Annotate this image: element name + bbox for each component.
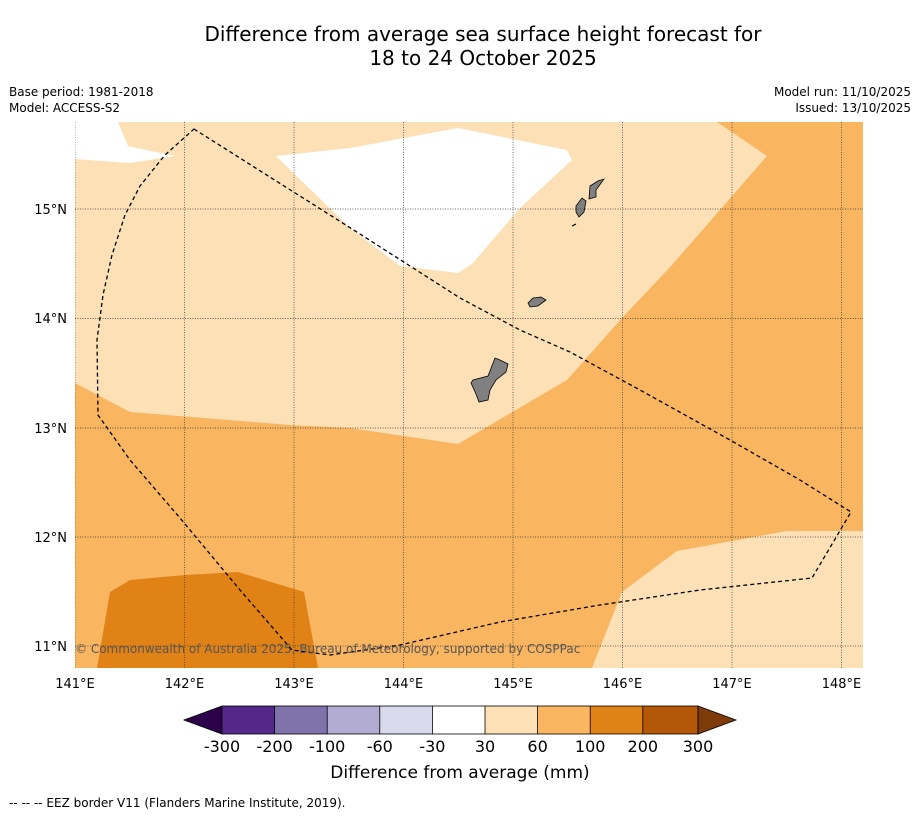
colorbar: -300 -200 -100 -60 -30 30 60 100 200 300… bbox=[182, 705, 738, 783]
island-rota bbox=[527, 296, 547, 308]
lat-labels: 15°N 14°N 13°N 12°N 11°N bbox=[34, 203, 67, 655]
band-neutral-west bbox=[75, 122, 175, 163]
colorbar-tick: -30 bbox=[419, 737, 445, 756]
colorbar-label: Difference from average (mm) bbox=[330, 763, 589, 783]
colorbar-max-extend bbox=[697, 705, 738, 735]
band-100-200-southwest bbox=[97, 572, 318, 668]
copyright-text: © Commonwealth of Australia 2025, Bureau… bbox=[75, 642, 580, 656]
colorbar-segment bbox=[642, 706, 698, 734]
colorbar-tick: 300 bbox=[683, 737, 714, 756]
colorbar-segment bbox=[222, 706, 275, 734]
colorbar-tick: -300 bbox=[204, 737, 240, 756]
colorbar-min-extend bbox=[182, 705, 223, 735]
meta-right: Model run: 11/10/2025 Issued: 13/10/2025 bbox=[774, 84, 911, 116]
colorbar-tick: 60 bbox=[527, 737, 547, 756]
colorbar-segment bbox=[327, 706, 380, 734]
lon-label: 145°E bbox=[493, 677, 533, 692]
colorbar-segment bbox=[485, 706, 538, 734]
eez-border bbox=[96, 128, 852, 656]
title-line-2: 18 to 24 October 2025 bbox=[369, 46, 597, 70]
lon-label: 147°E bbox=[712, 677, 752, 692]
colorbar-tick: 200 bbox=[628, 737, 659, 756]
base-period: Base period: 1981-2018 bbox=[9, 85, 154, 99]
lon-label: 143°E bbox=[274, 677, 314, 692]
model-name: Model: ACCESS-S2 bbox=[9, 101, 121, 115]
colorbar-tick: -100 bbox=[309, 737, 345, 756]
band-neutral-center bbox=[276, 128, 572, 273]
colorbar-segment bbox=[537, 706, 591, 734]
lat-label: 14°N bbox=[34, 312, 67, 327]
colorbar-segment bbox=[274, 706, 328, 734]
island-saipan bbox=[588, 178, 606, 200]
meta-left: Base period: 1981-2018 Model: ACCESS-S2 bbox=[9, 84, 154, 116]
island-tinian bbox=[575, 197, 587, 218]
lat-label: 12°N bbox=[34, 531, 67, 546]
colorbar-dividers bbox=[274, 706, 644, 734]
lon-labels: 141°E 142°E 143°E 144°E 145°E 146°E 147°… bbox=[55, 677, 861, 692]
colorbar-ticks: -300 -200 -100 -60 -30 30 60 100 200 300 bbox=[204, 737, 713, 756]
band-30-60-north bbox=[75, 122, 767, 444]
lon-label: 142°E bbox=[165, 677, 205, 692]
colorbar-segment bbox=[590, 706, 643, 734]
lat-label: 13°N bbox=[34, 422, 67, 437]
map-title: Difference from average sea surface heig… bbox=[0, 22, 919, 70]
model-run: Model run: 11/10/2025 bbox=[773, 85, 911, 99]
island-guam bbox=[470, 357, 509, 403]
colorbar-tick: 100 bbox=[575, 737, 606, 756]
graticule bbox=[75, 122, 863, 668]
colorbar-segment bbox=[432, 706, 485, 734]
lon-label: 148°E bbox=[822, 677, 862, 692]
band-30-60-southeast bbox=[592, 531, 863, 668]
eez-footnote: -- -- -- EEZ border V11 (Flanders Marine… bbox=[9, 796, 346, 810]
colorbar-tick: -200 bbox=[256, 737, 292, 756]
lon-label: 144°E bbox=[384, 677, 424, 692]
lat-label: 15°N bbox=[34, 203, 67, 218]
colorbar-frame bbox=[221, 705, 699, 735]
title-line-1: Difference from average sea surface heig… bbox=[204, 22, 762, 46]
colorbar-tick: -60 bbox=[367, 737, 393, 756]
island-aguijan bbox=[571, 223, 577, 227]
colorbar-tick: 30 bbox=[475, 737, 495, 756]
lon-label: 141°E bbox=[55, 677, 95, 692]
lat-label: 11°N bbox=[34, 640, 67, 655]
colorbar-segment bbox=[379, 706, 433, 734]
issued-date: Issued: 13/10/2025 bbox=[795, 101, 911, 115]
lon-label: 146°E bbox=[603, 677, 643, 692]
map-plot-area: © Commonwealth of Australia 2025, Bureau… bbox=[75, 122, 863, 668]
